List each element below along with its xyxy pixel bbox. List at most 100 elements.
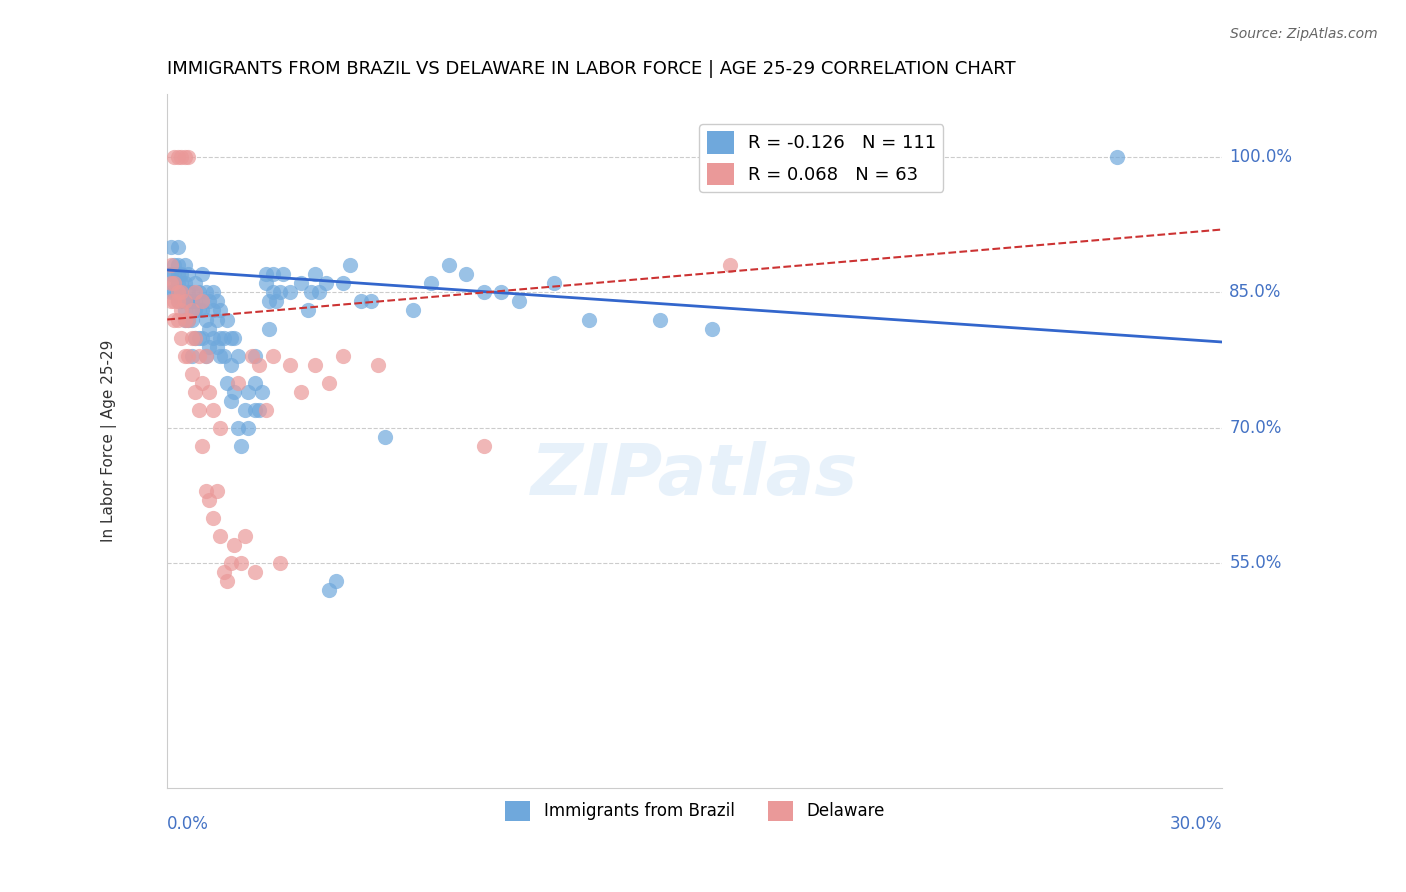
- Point: [173, 303, 195, 318]
- Point: [194, 349, 217, 363]
- Point: [198, 339, 221, 353]
- Legend: Immigrants from Brazil, Delaware: Immigrants from Brazil, Delaware: [499, 794, 891, 828]
- Point: [163, 151, 186, 165]
- Point: [180, 312, 202, 326]
- Text: Source: ZipAtlas.com: Source: ZipAtlas.com: [1230, 27, 1378, 41]
- Point: [318, 376, 340, 390]
- Point: [184, 294, 207, 309]
- Point: [163, 312, 186, 326]
- Point: [209, 528, 232, 542]
- Point: [163, 285, 186, 300]
- Point: [297, 303, 319, 318]
- Point: [173, 294, 195, 309]
- Point: [159, 277, 181, 291]
- Point: [180, 294, 202, 309]
- Point: [269, 285, 291, 300]
- Point: [187, 330, 209, 344]
- Point: [231, 556, 253, 570]
- Point: [187, 402, 209, 417]
- Point: [201, 303, 224, 318]
- Point: [472, 285, 495, 300]
- Point: [212, 330, 235, 344]
- Point: [543, 277, 565, 291]
- Point: [245, 376, 267, 390]
- Point: [578, 312, 600, 326]
- Point: [280, 285, 302, 300]
- Point: [173, 259, 195, 273]
- Point: [184, 285, 207, 300]
- Point: [166, 151, 188, 165]
- Point: [219, 556, 242, 570]
- Point: [163, 259, 186, 273]
- Point: [315, 277, 337, 291]
- Point: [259, 321, 281, 335]
- Point: [209, 349, 232, 363]
- Point: [456, 268, 478, 282]
- Point: [374, 429, 396, 443]
- Point: [177, 349, 200, 363]
- Point: [184, 330, 207, 344]
- Point: [269, 556, 291, 570]
- Text: 0.0%: 0.0%: [167, 814, 209, 832]
- Point: [166, 294, 188, 309]
- Text: ZIPatlas: ZIPatlas: [531, 442, 859, 510]
- Point: [209, 303, 232, 318]
- Point: [194, 483, 217, 498]
- Point: [184, 303, 207, 318]
- Point: [201, 330, 224, 344]
- Point: [177, 268, 200, 282]
- Point: [350, 294, 373, 309]
- Point: [259, 294, 281, 309]
- Point: [191, 330, 214, 344]
- Point: [191, 294, 214, 309]
- Point: [166, 259, 188, 273]
- Point: [437, 259, 460, 273]
- Point: [491, 285, 513, 300]
- Point: [1105, 151, 1128, 165]
- Point: [472, 438, 495, 452]
- Point: [166, 285, 188, 300]
- Point: [187, 285, 209, 300]
- Text: In Labor Force | Age 25-29: In Labor Force | Age 25-29: [101, 340, 117, 542]
- Point: [191, 268, 214, 282]
- Point: [198, 294, 221, 309]
- Point: [290, 277, 312, 291]
- Point: [184, 277, 207, 291]
- Point: [166, 268, 188, 282]
- Point: [304, 268, 326, 282]
- Point: [191, 376, 214, 390]
- Point: [173, 312, 195, 326]
- Point: [360, 294, 382, 309]
- Point: [332, 277, 354, 291]
- Point: [177, 151, 200, 165]
- Point: [205, 294, 228, 309]
- Point: [166, 240, 188, 254]
- Point: [245, 402, 267, 417]
- Point: [217, 312, 239, 326]
- Point: [262, 285, 284, 300]
- Point: [170, 285, 193, 300]
- Point: [217, 376, 239, 390]
- Point: [187, 349, 209, 363]
- Point: [170, 303, 193, 318]
- Point: [420, 277, 443, 291]
- Point: [205, 483, 228, 498]
- Text: 100.0%: 100.0%: [1229, 148, 1292, 167]
- Point: [245, 349, 267, 363]
- Point: [238, 420, 260, 434]
- Point: [184, 330, 207, 344]
- Point: [254, 268, 277, 282]
- Point: [209, 420, 232, 434]
- Point: [247, 402, 270, 417]
- Point: [166, 312, 188, 326]
- Point: [280, 358, 302, 372]
- Point: [308, 285, 330, 300]
- Point: [159, 285, 181, 300]
- Point: [198, 492, 221, 507]
- Point: [180, 303, 202, 318]
- Point: [159, 268, 181, 282]
- Point: [170, 330, 193, 344]
- Point: [180, 330, 202, 344]
- Point: [170, 285, 193, 300]
- Point: [177, 312, 200, 326]
